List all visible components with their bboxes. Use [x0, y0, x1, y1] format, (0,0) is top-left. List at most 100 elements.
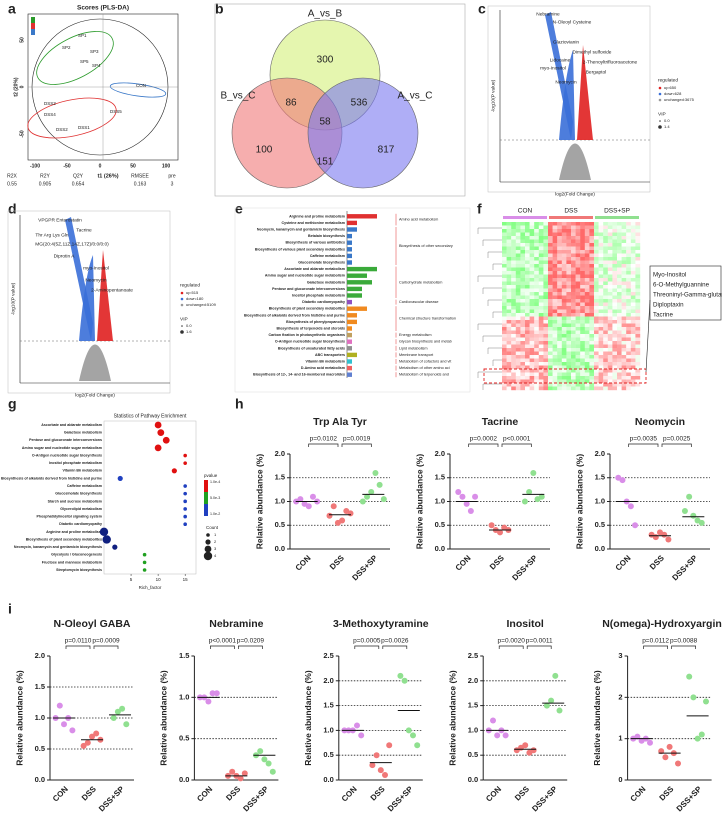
heatmap-cell: [566, 288, 572, 293]
heatmap-cell: [621, 358, 627, 363]
data-point: [297, 496, 304, 503]
heatmap-cell: [515, 372, 521, 377]
heatmap-cell: [520, 236, 526, 240]
label: log2(Fold Change): [555, 191, 595, 197]
heatmap-cell: [626, 365, 631, 370]
heatmap-cell: [598, 225, 604, 230]
heatmap-cell: [621, 323, 627, 328]
heatmap-cell: [552, 309, 558, 314]
label: Ascorbate and aldarate metabolism: [41, 423, 102, 427]
heatmap-cell: [552, 278, 558, 282]
heatmap-cell: [515, 257, 521, 261]
heatmap-cell: [538, 271, 544, 275]
heatmap-cell: [520, 285, 526, 289]
heatmap-cell: [548, 253, 553, 258]
heatmap-cell: [594, 379, 599, 384]
heatmap-cell: [607, 386, 613, 391]
label: Biosynthesis of various antibiotics: [285, 241, 345, 245]
heatmap-cell: [548, 341, 553, 345]
data-point: [619, 477, 626, 484]
heatmap-cell: [630, 232, 636, 237]
heatmap-cell: [584, 344, 590, 349]
data-point: [652, 534, 659, 541]
heatmap-cell: [612, 365, 618, 370]
p-value: p<0.0001: [209, 638, 237, 645]
heatmap-cell: [612, 260, 618, 265]
label: N-Oleoyl Cysteine: [553, 19, 592, 25]
heatmap-cell: [538, 243, 544, 247]
heatmap-cell: [612, 323, 618, 328]
label: SP4: [92, 63, 101, 68]
heatmap-cell: [580, 225, 585, 230]
chart-title: 3-Methoxytyramine: [333, 618, 429, 630]
venn-label: B_vs_C: [220, 91, 255, 102]
heatmap-cell: [571, 383, 576, 387]
heatmap-cell: [603, 302, 608, 307]
heatmap-cell: [534, 327, 539, 331]
bar: [347, 372, 352, 377]
heatmap-cell: [589, 243, 595, 247]
heatmap-cell: [520, 379, 526, 384]
heatmap-cell: [635, 229, 641, 233]
heatmap-cell: [603, 267, 608, 272]
heatmap-cell: [617, 379, 622, 384]
heatmap-cell: [511, 225, 516, 230]
bar: [347, 273, 367, 278]
heatmap-cell: [617, 313, 622, 317]
heatmap-cell: [617, 236, 622, 240]
heatmap-cell: [571, 372, 576, 377]
heatmap-cell: [566, 320, 572, 324]
heatmap-cell: [575, 316, 581, 321]
heatmap-cell: [557, 267, 562, 272]
heatmap-cell: [630, 348, 636, 352]
data-point: [647, 739, 653, 746]
heatmap-cell: [598, 292, 604, 296]
heatmap-cell: [561, 299, 567, 303]
label: Biosynthesis of various plant secondary …: [255, 247, 345, 251]
heatmap-cell: [580, 285, 585, 289]
heatmap-cell: [594, 260, 599, 265]
heatmap-cell: [580, 299, 585, 303]
heatmap-cell: [534, 309, 539, 314]
y-tick-label: 1.5: [275, 473, 285, 482]
significance-bracket: [65, 645, 91, 649]
heatmap-cell: [607, 316, 613, 321]
heatmap-cell: [520, 288, 526, 293]
enrichment-dot: [154, 444, 162, 452]
data-point: [269, 768, 276, 775]
label: unchanged:5109: [186, 302, 217, 307]
heatmap-cell: [511, 257, 516, 261]
heatmap-cell: [621, 362, 627, 366]
heatmap-cell: [635, 330, 641, 335]
label: DSS1: [78, 125, 90, 130]
heatmap-cell: [630, 376, 636, 380]
heatmap-cell: [589, 316, 595, 321]
heatmap-cell: [612, 344, 618, 349]
heatmap-cell: [617, 337, 622, 342]
heatmap-cell: [502, 260, 507, 265]
venn-label: A_vs_C: [397, 91, 432, 102]
bar: [347, 299, 352, 305]
heatmap-cell: [607, 260, 613, 265]
heatmap-cell: [589, 337, 595, 342]
heatmap-cell: [594, 271, 599, 275]
data-point: [339, 517, 346, 524]
heatmap-cell: [566, 386, 572, 391]
heatmap-cell: [571, 260, 576, 265]
heatmap-cell: [635, 327, 641, 331]
heatmap-cell: [580, 295, 585, 300]
heatmap-cell: [612, 222, 618, 226]
heatmap-cell: [525, 222, 530, 226]
label: unchanged:3675: [664, 97, 695, 102]
heatmap-cell: [584, 281, 590, 286]
heatmap-cell: [594, 295, 599, 300]
heatmap-cell: [612, 232, 618, 237]
heatmap-cell: [506, 236, 512, 240]
heatmap-cell: [561, 327, 567, 331]
heatmap-cell: [502, 355, 507, 359]
heatmap-cell: [520, 246, 526, 251]
significance-bracket: [643, 645, 668, 649]
heatmap-cell: [543, 299, 549, 303]
heatmap-cell: [594, 327, 599, 331]
heatmap-cell: [598, 243, 604, 247]
